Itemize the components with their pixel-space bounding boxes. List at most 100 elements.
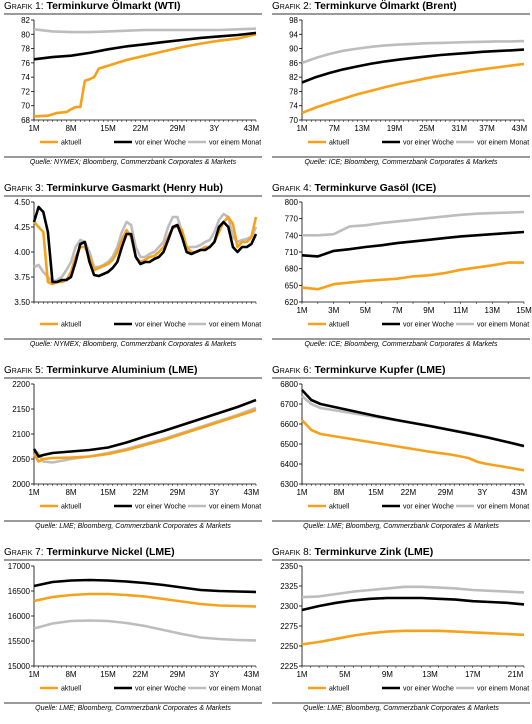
chart-title: Grafik 1: Terminkurve Ölmarkt (WTI) (4, 0, 181, 12)
x-tick-label: 1M (296, 670, 307, 679)
chart-source: Quelle: NYMEX; Bloomberg, Commerzbank Co… (29, 341, 237, 348)
y-tick-label: 2225 (280, 662, 298, 671)
series-line-1 (32, 398, 257, 458)
chart-title: Grafik 2: Terminkurve Ölmarkt (Brent) (272, 0, 457, 12)
y-tick-label: 770 (285, 215, 299, 224)
y-tick-label: 17000 (8, 562, 31, 571)
x-tick-label: 7M (329, 124, 340, 133)
legend-label: vor einem Monat (209, 504, 261, 511)
bottom-rule (272, 156, 530, 158)
x-tick-label: 15M (100, 670, 116, 679)
x-tick-label: 37M (479, 124, 495, 133)
henry-hub-chart: 3.50 3.75 4.00 4.25 4.50 aktuell vor einer Woc… (14, 198, 261, 329)
legend-label: vor einem Monat (209, 686, 261, 693)
series-line-1 (301, 230, 525, 258)
series-line-1 (301, 389, 525, 448)
x-tick-label: 3Y (209, 670, 219, 679)
legend-label: aktuell (61, 686, 82, 693)
chart-source: Quelle: ICE; Bloomberg, Commerzbank Corp… (304, 341, 498, 348)
x-tick-label: 8M (65, 124, 76, 133)
title-rule (4, 559, 262, 561)
x-tick-label: 9M (382, 670, 393, 679)
series-line-0 (301, 629, 525, 646)
legend-label: vor einem Monat (209, 322, 261, 329)
y-tick-label: 16500 (8, 587, 31, 596)
chart-title: Grafik 5: Terminkurve Aluminium (LME) (4, 364, 198, 376)
y-tick-label: 78 (289, 87, 298, 96)
y-tick-label: 68 (21, 116, 30, 125)
y-tick-label: 76 (21, 59, 30, 68)
gasoil-chart: 620 650 680 710 740 770 800 1M 3M 5M 7M 9M 11M 13M 15M… (285, 198, 532, 329)
y-tick-label: 94 (289, 30, 298, 39)
x-tick-label: 43M (244, 488, 260, 497)
chart-panel-aluminium: Grafik 5: Terminkurve Aluminium (LME) 20… (4, 364, 264, 542)
series-line-0 (33, 215, 258, 286)
y-tick-label: 680 (285, 265, 299, 274)
y-tick-label: 90 (289, 45, 298, 54)
chart-source: Quelle: LME; Bloomberg, Commerzbank Corp… (35, 523, 231, 530)
title-rule (272, 13, 530, 15)
y-tick-label: 4.00 (14, 248, 30, 257)
y-tick-label: 2325 (280, 582, 298, 591)
y-tick-label: 4.25 (14, 223, 30, 232)
y-tick-label: 2275 (280, 622, 298, 631)
series-line-0 (301, 419, 525, 472)
title-rule (272, 377, 530, 379)
x-tick-label: 8M (333, 488, 344, 497)
series-line-2 (33, 27, 257, 34)
series-line-0 (301, 261, 524, 291)
y-tick-label: 6500 (280, 440, 298, 449)
x-tick-label: 13M (354, 124, 370, 133)
legend-label: vor einem Monat (209, 140, 261, 147)
y-tick-label: 70 (21, 102, 30, 111)
chart-source: Quelle: NYMEX; Bloomberg, Commerzbank Co… (29, 159, 237, 166)
y-tick-label: 2200 (12, 380, 30, 389)
y-tick-label: 2100 (12, 430, 30, 439)
aluminium-chart: 2000 2050 2100 2150 2200 1M 8M 15M 22M 29M 3Y 43M ak… (12, 380, 261, 511)
y-tick-label: 2300 (280, 602, 298, 611)
chart-title: Grafik 6: Terminkurve Kupfer (LME) (272, 364, 446, 376)
y-tick-label: 3.50 (14, 298, 30, 307)
legend-label: aktuell (61, 504, 82, 511)
wti-chart: 68 70 72 74 76 78 80 82 1M 8M 15M 22M 29M 3Y 43M aktuel… (21, 16, 261, 147)
y-tick-label: 800 (285, 198, 299, 207)
x-tick-label: 5M (360, 306, 371, 315)
y-tick-label: 6600 (280, 420, 298, 429)
x-tick-label: 15M (100, 124, 116, 133)
y-tick-label: 74 (21, 73, 30, 82)
x-tick-label: 5M (339, 670, 350, 679)
brent-chart: 70 74 78 82 86 90 94 98 1M 7M 13M 19M 25M 31M 37M 43M ak… (289, 16, 529, 147)
y-tick-label: 6400 (280, 460, 298, 469)
nickel-chart: 15000 15500 16000 16500 17000 1M 8M 15M 22M 29M 3Y… (8, 562, 261, 693)
series-line-0 (301, 62, 525, 115)
x-tick-label: 22M (133, 670, 149, 679)
x-tick-label: 43M (512, 124, 528, 133)
y-tick-label: 74 (289, 102, 298, 111)
legend-label: vor einer Woche (135, 686, 186, 693)
series-line-1 (33, 31, 257, 61)
legend-label: vor einem Monat (477, 140, 529, 147)
y-tick-label: 82 (21, 16, 30, 25)
y-tick-label: 82 (289, 73, 298, 82)
x-tick-label: 1M (296, 124, 307, 133)
bottom-rule (4, 156, 262, 158)
chart-title: Grafik 3: Terminkurve Gasmarkt (Henry Hu… (4, 182, 224, 194)
title-rule (4, 13, 262, 15)
bottom-rule (4, 338, 262, 340)
y-tick-label: 78 (21, 45, 30, 54)
bottom-rule (4, 520, 262, 522)
y-tick-label: 70 (289, 116, 298, 125)
x-tick-label: 3M (328, 306, 339, 315)
title-rule (272, 195, 530, 197)
x-tick-label: 29M (438, 488, 454, 497)
chart-source: Quelle: LME; Bloomberg, Commerzbank Corp… (303, 705, 499, 712)
legend-label: vor einer Woche (403, 686, 454, 693)
y-tick-label: 16000 (8, 612, 31, 621)
y-tick-label: 3.75 (14, 273, 30, 282)
x-tick-label: 21M (508, 670, 524, 679)
legend-label: aktuell (329, 686, 350, 693)
chart-panel-wti: Grafik 1: Terminkurve Ölmarkt (WTI) 68 70… (4, 0, 264, 178)
y-tick-label: 6700 (280, 400, 298, 409)
x-tick-label: 1M (296, 488, 307, 497)
bottom-rule (272, 702, 530, 704)
